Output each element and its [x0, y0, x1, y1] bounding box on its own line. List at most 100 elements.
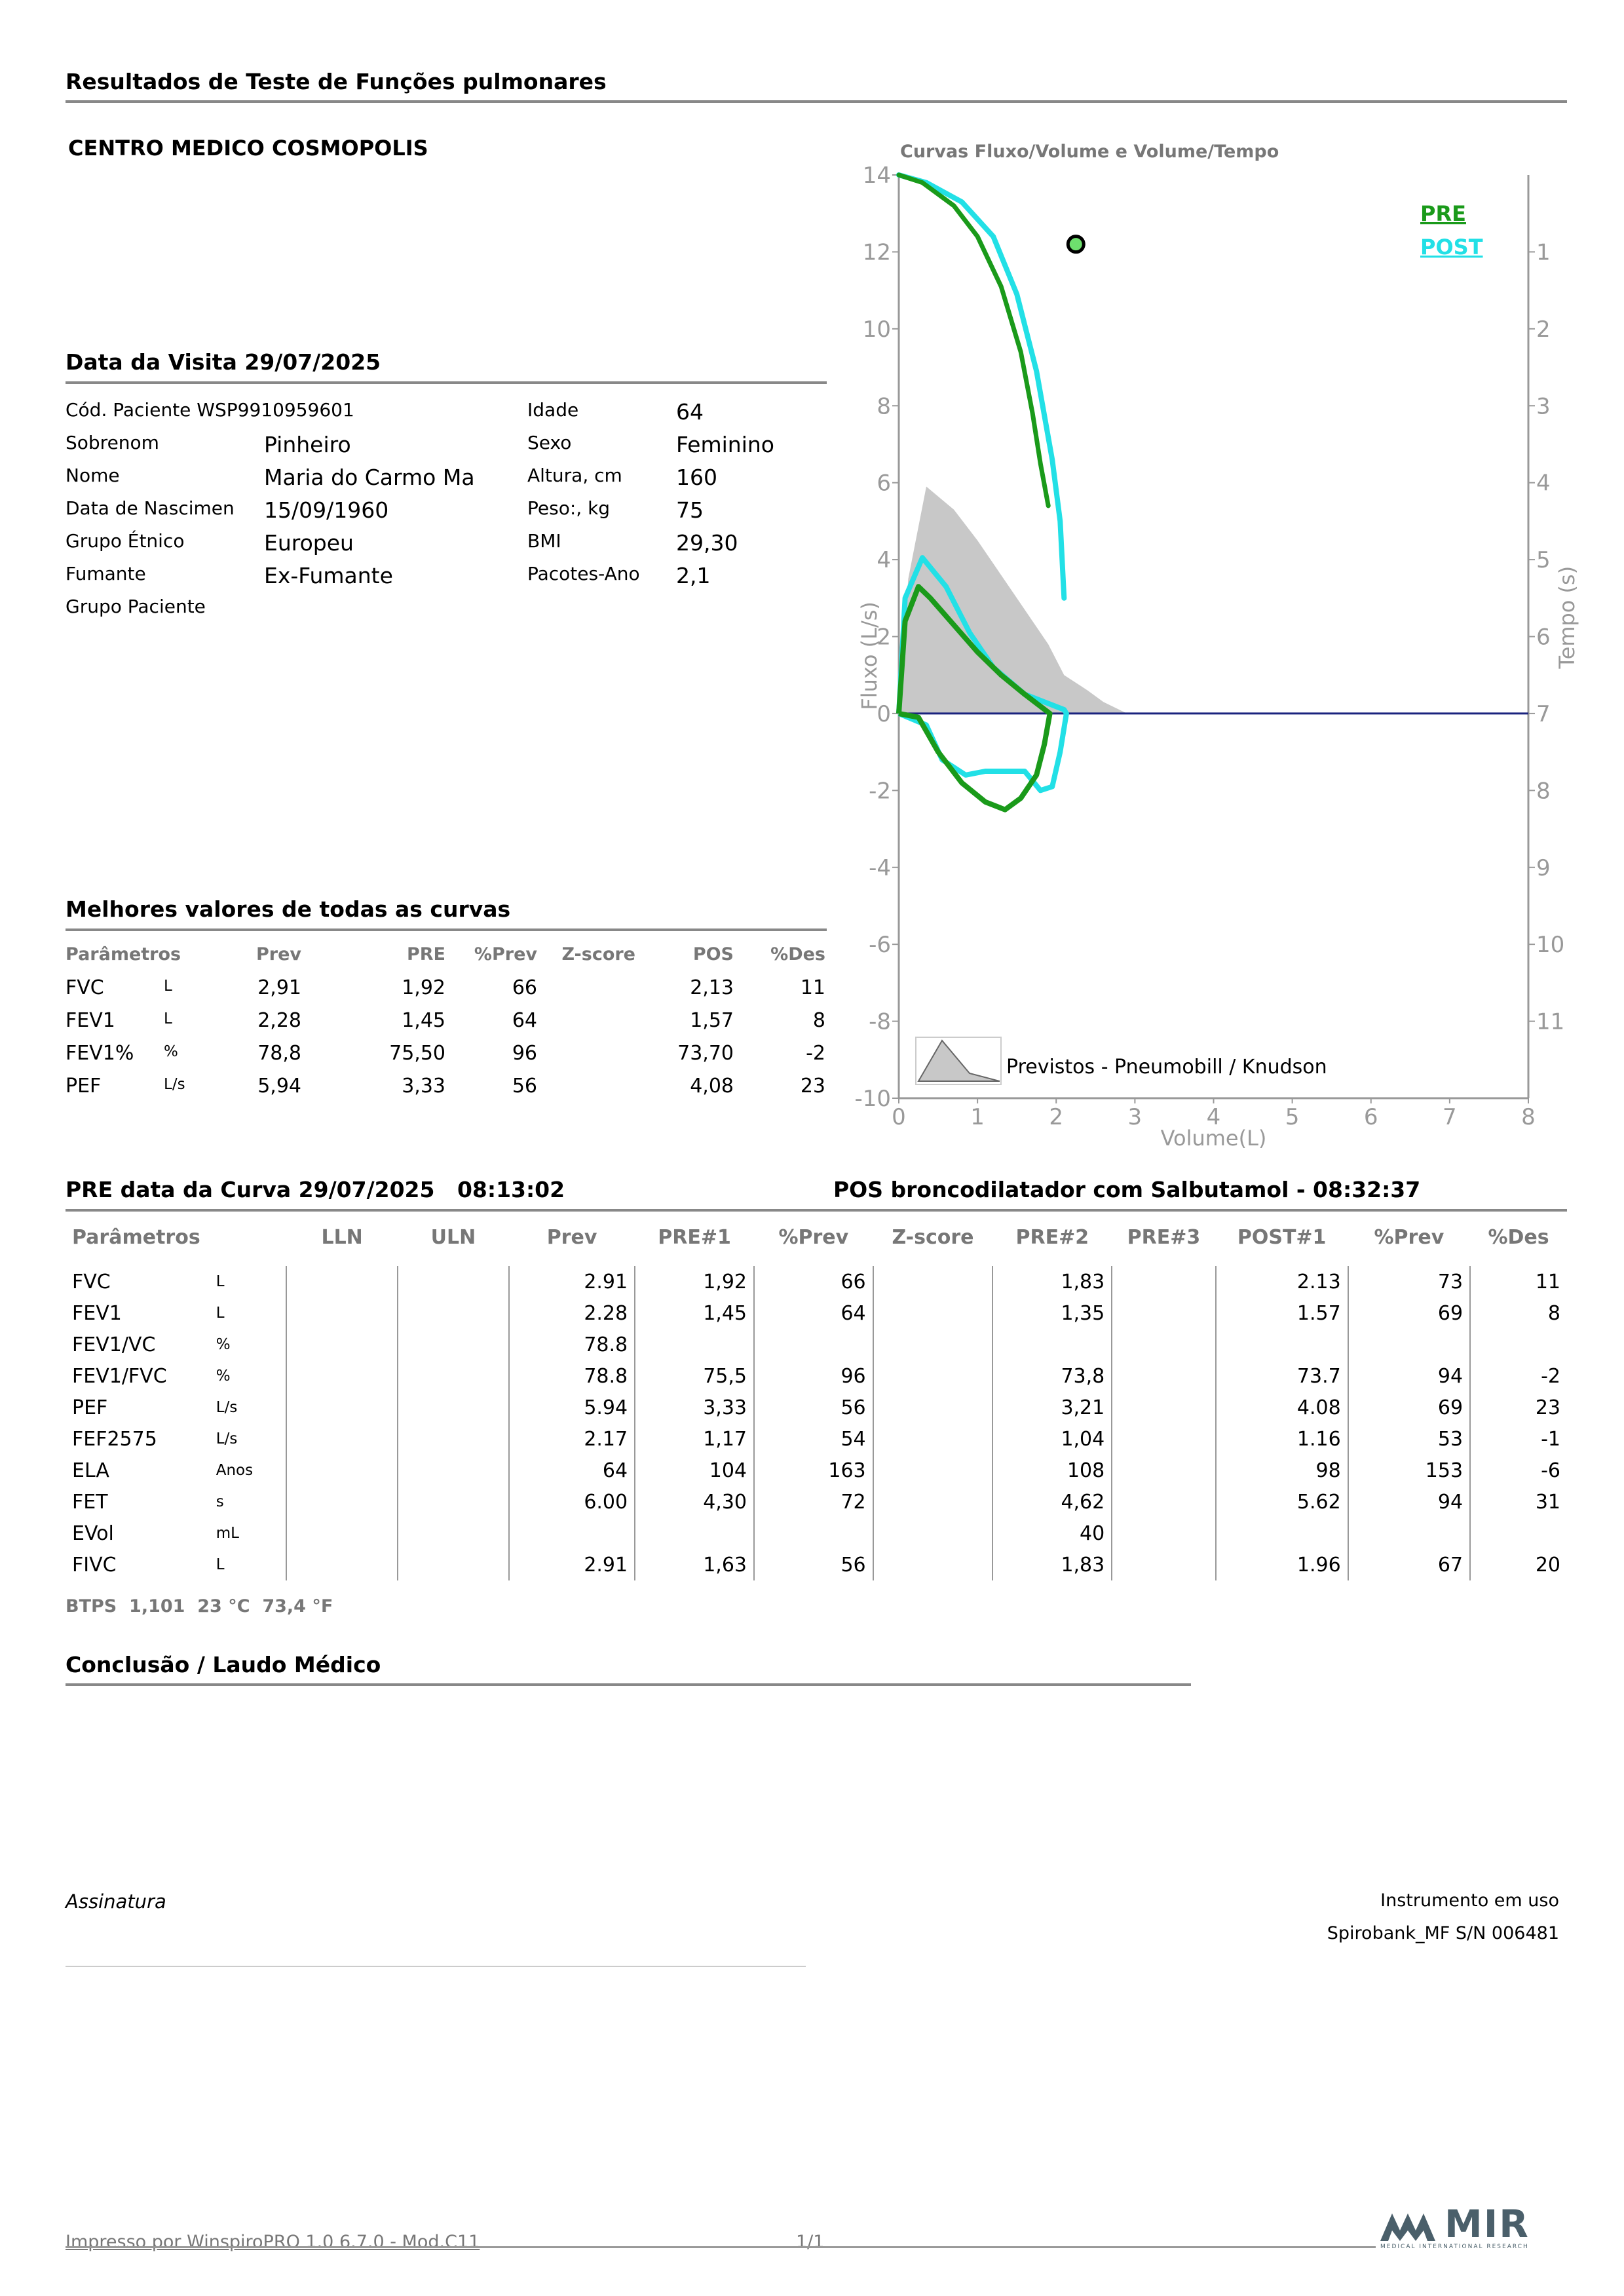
value-prev: 5.94: [508, 1392, 635, 1423]
value-prev: 6.00: [508, 1486, 635, 1518]
best-values-title: Melhores valores de todas as curvas: [66, 896, 511, 922]
patient-label: Altura, cm: [527, 465, 622, 486]
col-header: ULN: [430, 1225, 476, 1249]
param-unit: L/s: [216, 1399, 238, 1416]
y2-tick-label: 2: [1536, 316, 1551, 343]
predicted-area: [899, 486, 1127, 714]
value-pre3: [1111, 1455, 1216, 1486]
patient-value: 29,30: [676, 530, 738, 556]
x-tick-label: 4: [1207, 1104, 1221, 1130]
pre-flow-volume-loop: [896, 584, 1053, 813]
value-z: [872, 1486, 993, 1518]
value-pre3: [1111, 1360, 1216, 1392]
value-pre3: [1111, 1518, 1216, 1549]
param-unit: L: [216, 1305, 225, 1322]
y-tick-label: -10: [854, 1086, 891, 1112]
printed-by: Impresso por WinspiroPRO 1.0 6.7.0 - Mod…: [66, 2232, 480, 2252]
param-unit: %: [216, 1336, 231, 1353]
value-lln: [286, 1486, 398, 1518]
value-z: [872, 1455, 993, 1486]
param-unit: mL: [216, 1525, 239, 1542]
value-lln: [286, 1549, 398, 1580]
mir-logo-icon: [1380, 2213, 1435, 2241]
patient-value: 2,1: [676, 563, 711, 588]
pos-curve-title: POS broncodilatador com Salbutamol - 08:…: [833, 1177, 1421, 1202]
value-z: [872, 1392, 993, 1423]
value-pre2: 3,21: [992, 1392, 1112, 1423]
param-name: FVC: [66, 976, 104, 999]
x-tick-label: 8: [1521, 1104, 1536, 1130]
y2-tick-label: 3: [1536, 393, 1551, 419]
pre-curve-title: PRE data da Curva 29/07/2025 08:13:02: [66, 1177, 565, 1202]
value-pdes: -2: [806, 1042, 825, 1065]
patient-label: Peso:, kg: [527, 497, 611, 519]
conclusion-title: Conclusão / Laudo Médico: [66, 1652, 381, 1677]
patient-label: BMI: [527, 530, 561, 552]
patient-label: Idade: [527, 399, 579, 421]
col-header: POST#1: [1237, 1225, 1327, 1249]
param-name: FEV1: [72, 1301, 122, 1325]
y-tick-label: 0: [877, 701, 891, 727]
signature-line: [66, 1966, 806, 1967]
value-pre1: 3,33: [634, 1392, 755, 1423]
x-tick-label: 1: [970, 1104, 985, 1130]
value-uln: [396, 1360, 509, 1392]
value-z: [872, 1549, 993, 1580]
value-pre2: 40: [992, 1518, 1112, 1549]
value-uln: [396, 1486, 509, 1518]
col-header: Z-score: [561, 944, 635, 965]
value-pre1: 4,30: [634, 1486, 755, 1518]
y2-axis-label: Tempo (s): [1555, 566, 1579, 670]
y2-tick-label: 6: [1536, 624, 1551, 651]
value-pprev: 66: [753, 1266, 873, 1297]
value-pdes: 20: [1469, 1549, 1567, 1580]
x-tick-label: 0: [892, 1104, 906, 1130]
btps-note: BTPS 1,101 23 °C 73,4 °F: [66, 1596, 333, 1617]
param-unit: L: [216, 1556, 225, 1573]
value-ppost: 73: [1347, 1266, 1471, 1297]
patient-value: Ex-Fumante: [264, 563, 393, 588]
y2-tick-label: 10: [1536, 932, 1564, 958]
x-tick-label: 3: [1128, 1104, 1142, 1130]
value-prev: 2.91: [508, 1266, 635, 1297]
value-ppost: 67: [1347, 1549, 1471, 1580]
x-tick-label: 2: [1049, 1104, 1063, 1130]
y-tick-label: 14: [863, 163, 891, 189]
patient-value: Maria do Carmo Ma: [264, 465, 475, 490]
predicted-legend-swatch: [917, 1039, 1000, 1082]
value-pprev: [753, 1518, 873, 1549]
patient-label: Sexo: [527, 432, 572, 453]
patient-label: Fumante: [66, 563, 146, 584]
value-pdes: 8: [1469, 1297, 1567, 1329]
col-header: PRE#1: [658, 1225, 731, 1249]
value-z: [872, 1423, 993, 1455]
x-tick-label: 5: [1285, 1104, 1300, 1130]
value-ppost: 94: [1347, 1486, 1471, 1518]
value-pre3: [1111, 1266, 1216, 1297]
value-pdes: -1: [1469, 1423, 1567, 1455]
patient-value: Feminino: [676, 432, 774, 457]
value-pre1: [634, 1518, 755, 1549]
col-header: Parâmetros: [72, 1225, 200, 1249]
clinic-name: CENTRO MEDICO COSMOPOLIS: [68, 136, 428, 161]
value-lln: [286, 1297, 398, 1329]
value-lln: [286, 1518, 398, 1549]
value-pdes: 31: [1469, 1486, 1567, 1518]
curve-divider: [66, 1209, 1567, 1212]
value-prev: 78.8: [508, 1329, 635, 1360]
col-header: PRE#3: [1127, 1225, 1201, 1249]
param-name: FVC: [72, 1270, 111, 1293]
predicted-legend-box: [915, 1037, 1002, 1085]
value-ppost: 53: [1347, 1423, 1471, 1455]
mir-logo-text: MIR: [1445, 2202, 1530, 2246]
y-tick-label: -8: [869, 1009, 891, 1035]
best-values-divider: [66, 928, 827, 931]
value-pprev: 64: [753, 1297, 873, 1329]
y2-tick-label: 11: [1536, 1009, 1564, 1035]
mir-logo: MIR MEDICAL INTERNATIONAL RESEARCH: [1379, 2202, 1562, 2255]
value-uln: [396, 1297, 509, 1329]
value-pdes: 23: [1469, 1392, 1567, 1423]
predicted-legend-label: Previstos - Pneumobill / Knudson: [1006, 1056, 1327, 1079]
value-pre1: 75,5: [634, 1360, 755, 1392]
value-prev: 78.8: [508, 1360, 635, 1392]
